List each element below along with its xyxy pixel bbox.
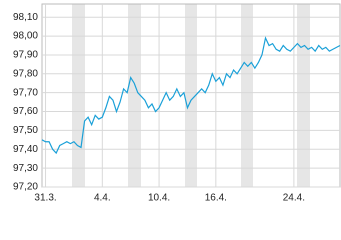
y-tick-label: 97,80	[13, 68, 38, 79]
price-line	[41, 36, 341, 155]
band	[128, 4, 141, 187]
y-tick-label: 98,00	[13, 31, 38, 42]
y-tick-label: 97,30	[13, 163, 38, 174]
band	[241, 4, 253, 187]
band	[72, 4, 85, 187]
y-tick-label: 97,50	[13, 125, 38, 136]
chart: 97,20 97,30 97,40 97,50 97,60 97,70 97,80 97,90…	[13, 3, 341, 204]
band	[185, 4, 197, 187]
x-tick-label: 10.4.	[148, 193, 170, 204]
x-tick-label: 4.4.	[94, 193, 111, 204]
y-tick-label: 97,70	[13, 87, 38, 98]
x-tick-label: 24.4.	[283, 193, 305, 204]
y-tick-label: 97,40	[13, 144, 38, 155]
weekend-bands	[72, 4, 310, 187]
x-tick-label: 16.4.	[205, 193, 227, 204]
band	[297, 4, 310, 187]
y-tick-label: 97,20	[13, 182, 38, 193]
y-tick-label: 97,60	[13, 106, 38, 117]
y-tick-label: 98,10	[13, 12, 38, 23]
x-tick-label: 31.3.	[34, 193, 56, 204]
y-tick-label: 97,90	[13, 50, 38, 61]
